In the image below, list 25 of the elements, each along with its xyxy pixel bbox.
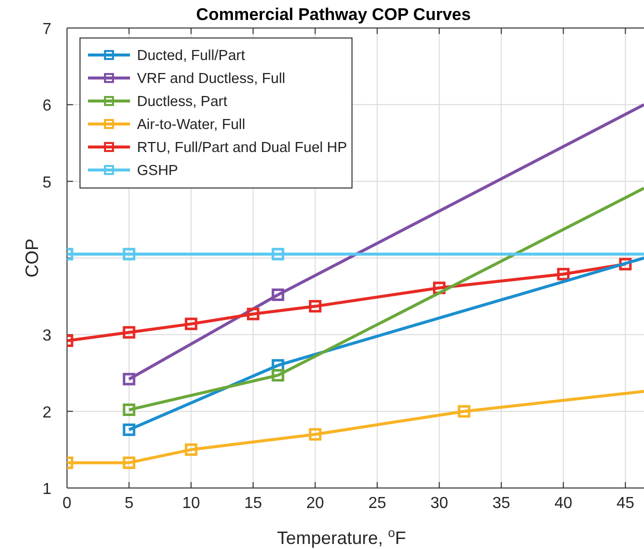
- x-tick-label: 10: [182, 495, 200, 512]
- y-axis-title: COP: [22, 238, 42, 278]
- legend-label: VRF and Ductless, Full: [137, 71, 286, 87]
- legend-label: RTU, Full/Part and Dual Fuel HP: [137, 140, 348, 156]
- x-tick-label: 20: [306, 495, 324, 512]
- x-tick-label: 15: [244, 495, 262, 512]
- y-tick-label: 5: [42, 174, 52, 192]
- legend-label: Air-to-Water, Full: [137, 117, 246, 133]
- x-tick-label: 35: [492, 495, 510, 512]
- y-tick-label: 6: [42, 98, 52, 115]
- legend-label: Ducted, Full/Part: [137, 48, 245, 64]
- x-tick-label: 0: [62, 495, 72, 512]
- y-tick-label: 2: [42, 404, 52, 422]
- x-tick-label: 5: [124, 495, 134, 512]
- x-tick-label: 30: [430, 495, 448, 512]
- y-tick-label: 7: [42, 21, 52, 38]
- legend-label: Ductless, Part: [137, 94, 228, 110]
- chart-title: Commercial Pathway COP Curves: [196, 5, 471, 24]
- y-tick-label: 3: [42, 328, 52, 345]
- x-tick-label: 40: [554, 495, 572, 512]
- x-axis-title: Temperature, $^{o}$F: [276, 526, 406, 548]
- x-tick-label: 45: [616, 495, 634, 512]
- legend-label: GSHP: [137, 163, 178, 179]
- x-tick-label: 25: [368, 495, 386, 512]
- y-tick-label: 1: [42, 481, 52, 498]
